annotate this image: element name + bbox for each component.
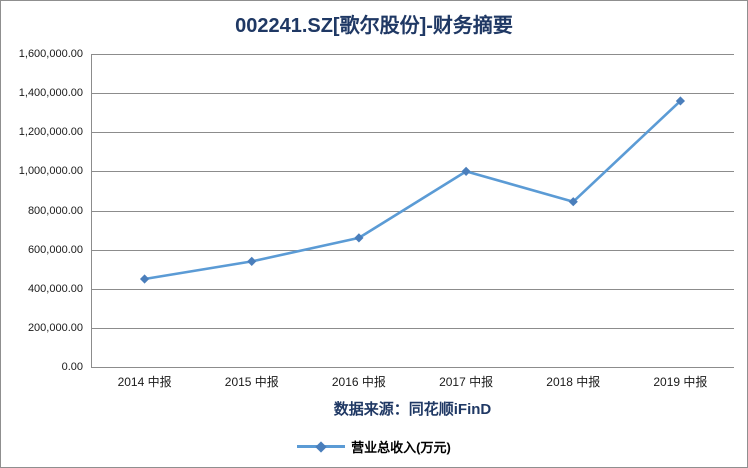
data-point-marker [354,233,364,243]
y-tick-label: 1,400,000.00 [18,87,83,99]
legend-series-label: 营业总收入(万元) [351,440,451,455]
plot-area [91,54,734,368]
y-tick-label: 1,600,000.00 [18,48,83,60]
data-source-note: 数据来源：同花顺iFinD [333,401,492,418]
data-point-marker [139,274,150,284]
y-tick-label: 1,200,000.00 [18,126,83,138]
x-tick-label: 2017 中报 [439,375,494,389]
y-axis: 1,600,000.00 1,400,000.00 1,200,000.00 1,00… [1,48,83,373]
x-tick-label: 2016 中报 [331,375,386,389]
y-tick-label: 400,000.00 [27,283,83,295]
series-line [143,99,682,281]
x-axis: 2014 中报 2015 中报 2016 中报 2017 中报 2018 中报 2019 … [91,373,734,389]
x-tick-label: 2019 中报 [653,375,708,389]
y-tick-label: 800,000.00 [27,205,83,217]
y-tick-label: 0.00 [61,361,83,373]
legend-diamond-icon [315,440,327,453]
y-tick-label: 1,000,000.00 [18,165,83,177]
x-tick-label: 2014 中报 [117,375,172,389]
x-tick-label: 2015 中报 [224,375,279,389]
data-point-marker [461,166,471,176]
legend: 营业总收入(万元) [1,437,747,456]
legend-line-marker-icon [297,440,346,453]
x-tick-label: 2018 中报 [546,375,601,389]
chart-title: 002241.SZ[歌尔股份]-财务摘要 [235,15,513,37]
data-point-marker [247,256,257,266]
data-point-marker [675,96,686,106]
y-tick-label: 200,000.00 [27,322,83,334]
y-tick-label: 600,000.00 [27,244,83,256]
data-point-marker [568,197,578,207]
